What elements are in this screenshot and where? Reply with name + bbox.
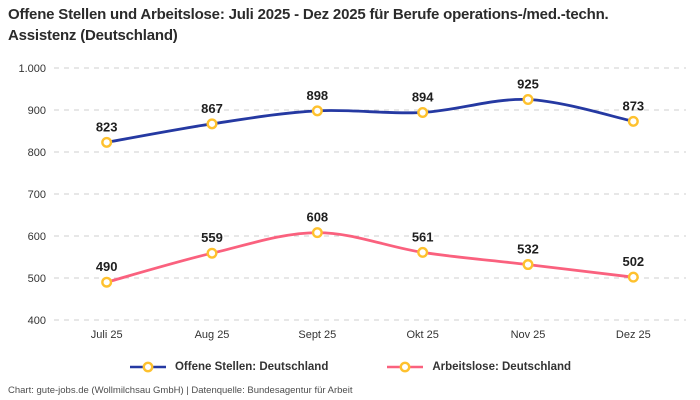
value-label-arbeitslose: 532 bbox=[517, 242, 539, 257]
series-line-arbeitslose bbox=[105, 231, 635, 284]
x-tick-label: Dez 25 bbox=[616, 329, 651, 341]
y-tick-label: 700 bbox=[28, 189, 46, 201]
y-tick-label: 400 bbox=[28, 315, 46, 327]
data-point-offene-stellen-okt-25[interactable] bbox=[417, 107, 429, 119]
value-label-offene-stellen: 823 bbox=[96, 119, 118, 134]
value-label-offene-stellen: 867 bbox=[201, 101, 223, 116]
value-label-offene-stellen: 898 bbox=[306, 88, 328, 103]
legend-swatch-arbeitslose-icon bbox=[387, 361, 424, 373]
legend: Offene Stellen: Deutschland Arbeitslose:… bbox=[0, 361, 700, 373]
value-label-offene-stellen: 925 bbox=[517, 77, 539, 92]
y-tick-label: 1.000 bbox=[18, 63, 46, 75]
line-chart-plot-area: 400 500 600 700 800 900 1.000 Juli 25 Aug 25 Sept… bbox=[18, 63, 686, 341]
data-point-arbeitslose-sept-25[interactable] bbox=[311, 227, 323, 239]
data-point-arbeitslose-aug-25[interactable] bbox=[206, 247, 218, 259]
value-label-offene-stellen: 873 bbox=[622, 98, 644, 113]
y-tick-label: 600 bbox=[28, 231, 46, 243]
chart-footer: Chart: gute-jobs.de (Wollmilchsau GmbH) … bbox=[8, 385, 353, 396]
value-label-arbeitslose: 608 bbox=[306, 210, 328, 225]
legend-label-arbeitslose: Arbeitslose: Deutschland bbox=[432, 361, 572, 373]
legend-item-arbeitslose[interactable]: Arbeitslose: Deutschland bbox=[386, 361, 571, 373]
y-tick-label: 900 bbox=[28, 105, 46, 117]
x-tick-label: Juli 25 bbox=[91, 329, 123, 341]
value-label-arbeitslose: 490 bbox=[96, 259, 118, 274]
value-label-arbeitslose: 559 bbox=[201, 230, 223, 245]
data-point-offene-stellen-nov-25[interactable] bbox=[522, 93, 534, 105]
data-point-arbeitslose-nov-25[interactable] bbox=[522, 259, 534, 271]
legend-label-offene-stellen: Offene Stellen: Deutschland bbox=[174, 361, 329, 373]
data-point-offene-stellen-dez-25[interactable] bbox=[627, 115, 639, 127]
x-tick-label: Sept 25 bbox=[298, 329, 336, 341]
data-point-offene-stellen-sept-25[interactable] bbox=[311, 105, 323, 117]
data-point-arbeitslose-dez-25[interactable] bbox=[627, 271, 639, 283]
series-line-offene-stellen bbox=[105, 98, 635, 144]
legend-item-offene-stellen[interactable]: Offene Stellen: Deutschland bbox=[129, 361, 328, 373]
x-tick-label: Nov 25 bbox=[511, 329, 546, 341]
y-tick-label: 500 bbox=[28, 273, 46, 285]
x-tick-label: Okt 25 bbox=[406, 329, 438, 341]
value-label-arbeitslose: 502 bbox=[622, 254, 644, 269]
y-tick-label: 800 bbox=[28, 147, 46, 159]
value-label-offene-stellen: 894 bbox=[412, 90, 434, 105]
data-point-arbeitslose-okt-25[interactable] bbox=[417, 246, 429, 258]
legend-swatch-offene-stellen-icon bbox=[129, 361, 166, 373]
x-tick-label: Aug 25 bbox=[195, 329, 230, 341]
value-label-arbeitslose: 561 bbox=[412, 229, 434, 244]
chart-title: Offene Stellen und Arbeitslose: Juli 202… bbox=[8, 6, 609, 44]
data-point-arbeitslose-juli-25[interactable] bbox=[101, 276, 113, 288]
data-point-offene-stellen-juli-25[interactable] bbox=[101, 136, 113, 148]
data-point-offene-stellen-aug-25[interactable] bbox=[206, 118, 218, 130]
